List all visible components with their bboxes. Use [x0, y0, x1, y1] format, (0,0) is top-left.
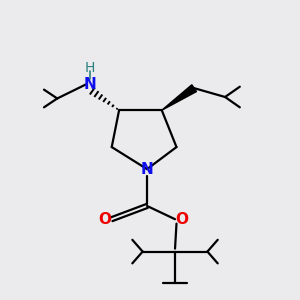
Text: N: N — [84, 77, 97, 92]
Text: O: O — [99, 212, 112, 227]
Text: O: O — [175, 212, 188, 227]
Text: N: N — [141, 162, 153, 177]
Text: H: H — [85, 61, 95, 75]
Polygon shape — [162, 85, 196, 110]
